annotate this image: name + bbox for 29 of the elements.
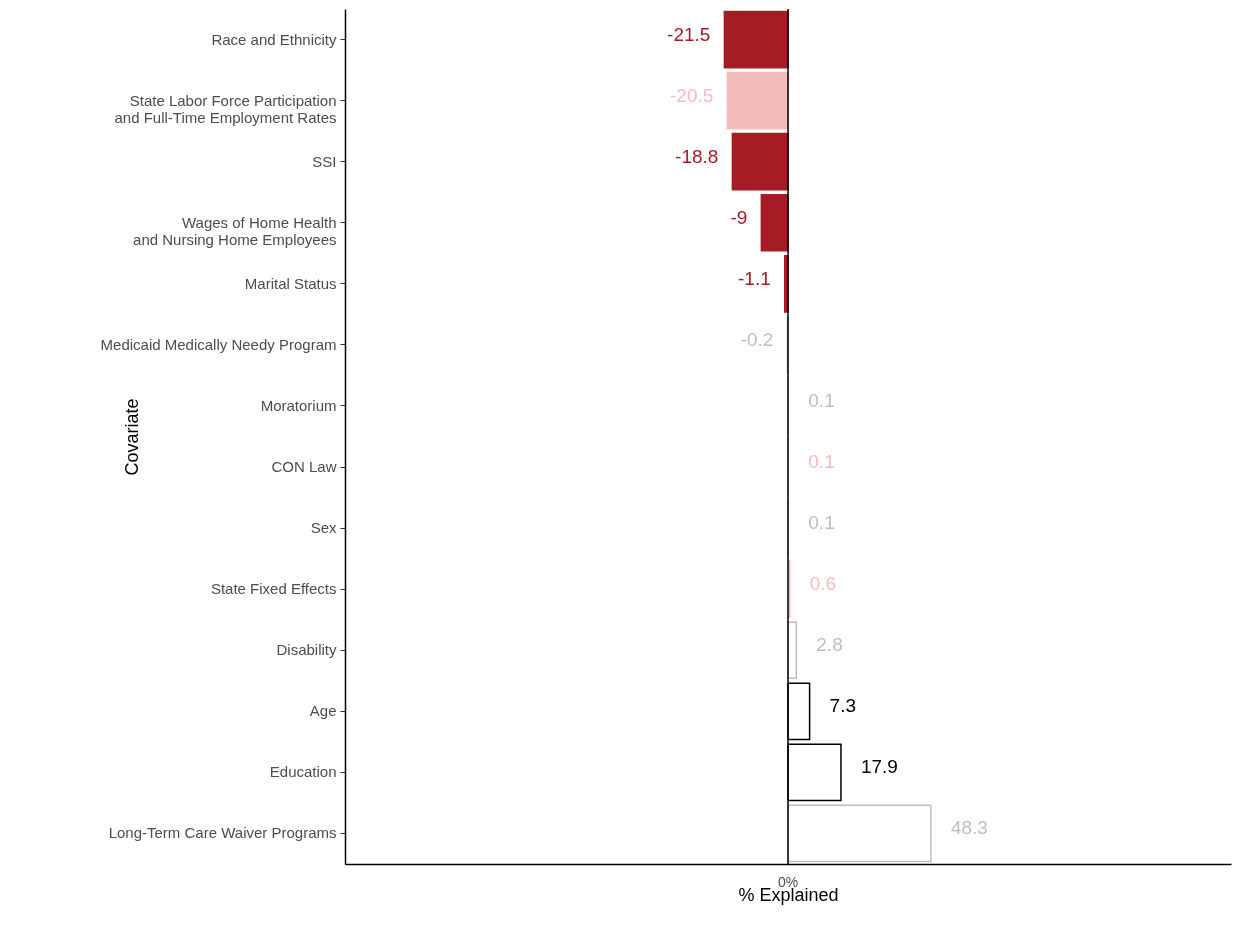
y-tick-label: Long-Term Care Waiver Programs (108, 824, 337, 842)
data-label: 48.3 (950, 817, 988, 839)
data-label: -9 (730, 206, 748, 228)
data-label: 7.3 (829, 695, 857, 717)
data-label: 0.6 (809, 573, 837, 595)
y-tick-label: Marital Status (244, 274, 337, 292)
data-label: -21.5 (667, 23, 711, 45)
data-label: 0.1 (808, 451, 835, 473)
data-label: -0.2 (740, 328, 774, 350)
data-label: 0.1 (808, 389, 835, 411)
y-tick-label: Education (269, 763, 337, 781)
data-label: -20.5 (670, 84, 714, 106)
data-label: 17.9 (860, 756, 898, 778)
y-tick-label: State Fixed Effects (210, 580, 337, 598)
y-tick-label: Moratorium (260, 396, 337, 414)
data-label: 2.8 (816, 634, 843, 656)
y-axis-title: Covariate (121, 398, 142, 476)
y-tick-label: Medicaid Medically Needy Program (100, 335, 337, 353)
data-label: -1.1 (738, 267, 771, 289)
y-tick-label: Disability (276, 641, 337, 659)
y-tick-label: State Labor Force Participation and Full-Time Employment Rates (114, 91, 337, 126)
y-tick-label: Sex (310, 519, 337, 537)
y-tick-label: Wages of Home Health and Nursing Home Employees (133, 213, 337, 248)
data-label: -18.8 (675, 145, 719, 167)
data-label: 0.1 (808, 512, 835, 534)
y-tick-label: SSI (312, 152, 337, 170)
y-tick-label: CON Law (271, 458, 337, 476)
y-tick-label: Race and Ethnicity (211, 30, 337, 48)
y-tick-label: Age (309, 702, 337, 720)
